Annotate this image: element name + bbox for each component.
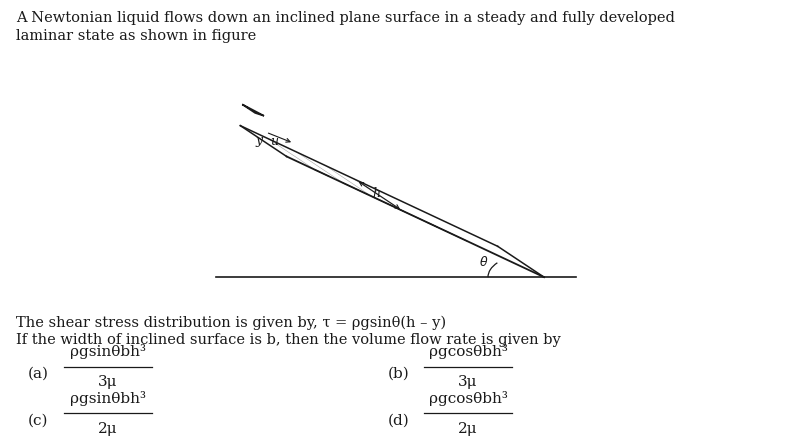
Text: (a): (a) bbox=[28, 366, 49, 380]
Text: y: y bbox=[255, 134, 262, 148]
Text: laminar state as shown in figure: laminar state as shown in figure bbox=[16, 29, 256, 43]
Text: ρgcosθbh³: ρgcosθbh³ bbox=[429, 344, 507, 359]
Text: (c): (c) bbox=[28, 413, 49, 427]
Text: The shear stress distribution is given by, τ = ρgsinθ(h – y): The shear stress distribution is given b… bbox=[16, 315, 446, 329]
Text: 3μ: 3μ bbox=[458, 375, 478, 389]
Text: ρgsinθbh³: ρgsinθbh³ bbox=[70, 344, 146, 359]
Text: ρgsinθbh³: ρgsinθbh³ bbox=[70, 391, 146, 406]
Text: $\theta$: $\theta$ bbox=[479, 255, 489, 269]
Text: If the width of inclined surface is b, then the volume flow rate is given by: If the width of inclined surface is b, t… bbox=[16, 333, 561, 347]
Text: h: h bbox=[372, 187, 380, 200]
Text: 2μ: 2μ bbox=[98, 422, 118, 436]
Text: 2μ: 2μ bbox=[458, 422, 478, 436]
Text: ρgcosθbh³: ρgcosθbh³ bbox=[429, 391, 507, 406]
Text: u: u bbox=[270, 135, 278, 148]
Text: 3μ: 3μ bbox=[98, 375, 118, 389]
Text: (b): (b) bbox=[388, 366, 410, 380]
Text: A Newtonian liquid flows down an inclined plane surface in a steady and fully de: A Newtonian liquid flows down an incline… bbox=[16, 11, 675, 25]
Text: (d): (d) bbox=[388, 413, 410, 427]
